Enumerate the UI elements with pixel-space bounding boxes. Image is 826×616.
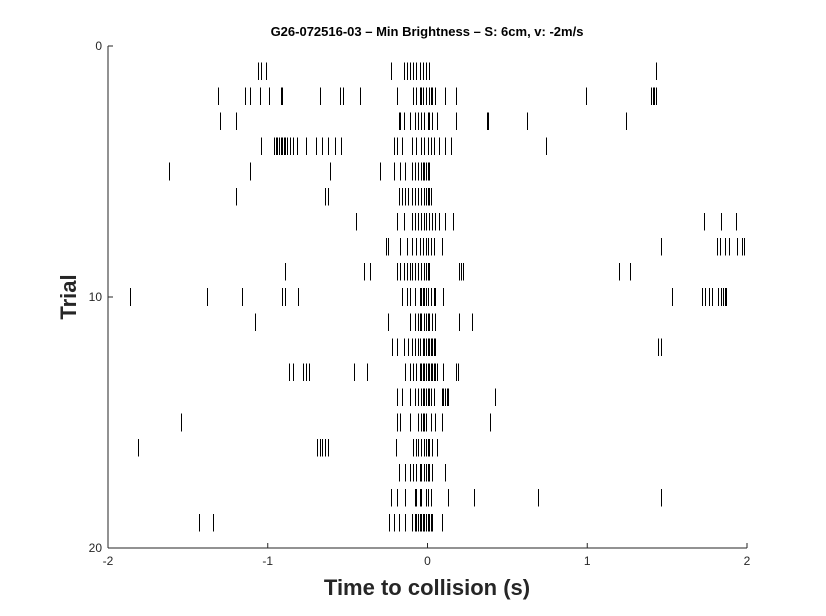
x-tick-label: -2: [103, 554, 114, 568]
y-tick-label: 0: [95, 39, 102, 53]
x-tick-label: 0: [424, 554, 431, 568]
y-tick-label: 20: [89, 541, 103, 555]
x-tick-label: 1: [584, 554, 591, 568]
x-tick-label: -1: [262, 554, 273, 568]
chart-title: G26-072516-03 – Min Brightness – S: 6cm,…: [271, 24, 584, 39]
x-tick-label: 2: [744, 554, 751, 568]
spike-group: [129, 62, 746, 532]
y-axis-label: Trial: [56, 274, 81, 319]
y-tick-group: 0 10 20: [89, 39, 113, 555]
y-tick-label: 10: [89, 290, 103, 304]
x-axis-label: Time to collision (s): [324, 575, 530, 600]
x-tick-group: -2 -1 0 1 2: [103, 543, 751, 568]
